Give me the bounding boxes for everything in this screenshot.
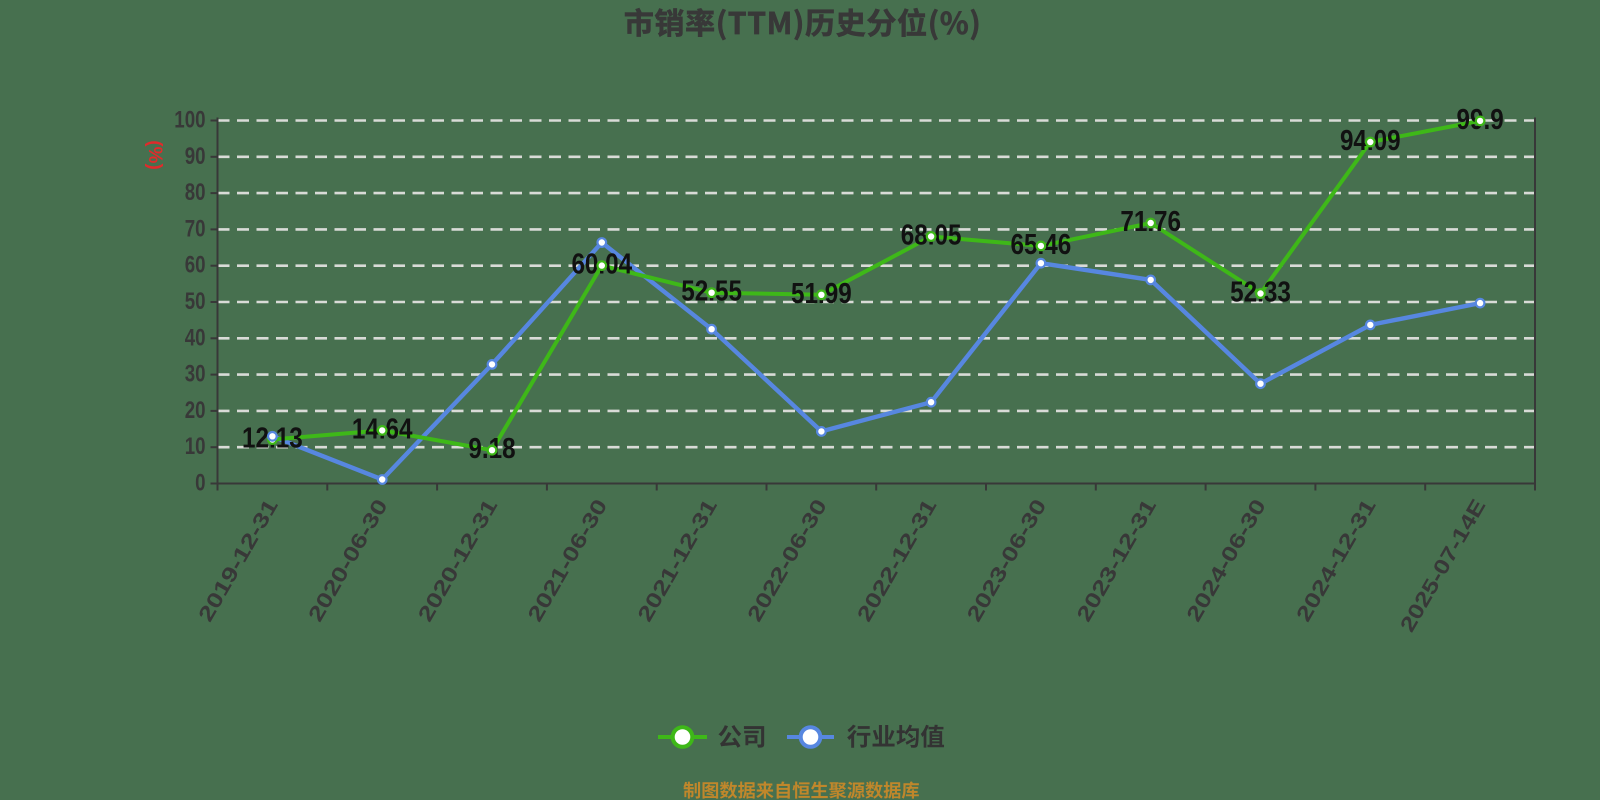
svg-text:100: 100: [174, 107, 205, 134]
svg-text:90: 90: [185, 143, 206, 170]
svg-text:(%): (%): [144, 140, 165, 170]
svg-text:80: 80: [185, 179, 206, 206]
svg-text:60: 60: [185, 252, 206, 279]
svg-text:0: 0: [195, 470, 205, 497]
svg-text:10: 10: [185, 433, 206, 460]
svg-text:40: 40: [185, 324, 206, 351]
svg-text:20: 20: [185, 397, 206, 424]
svg-text:70: 70: [185, 215, 206, 242]
svg-text:50: 50: [185, 288, 206, 315]
svg-text:30: 30: [185, 361, 206, 388]
